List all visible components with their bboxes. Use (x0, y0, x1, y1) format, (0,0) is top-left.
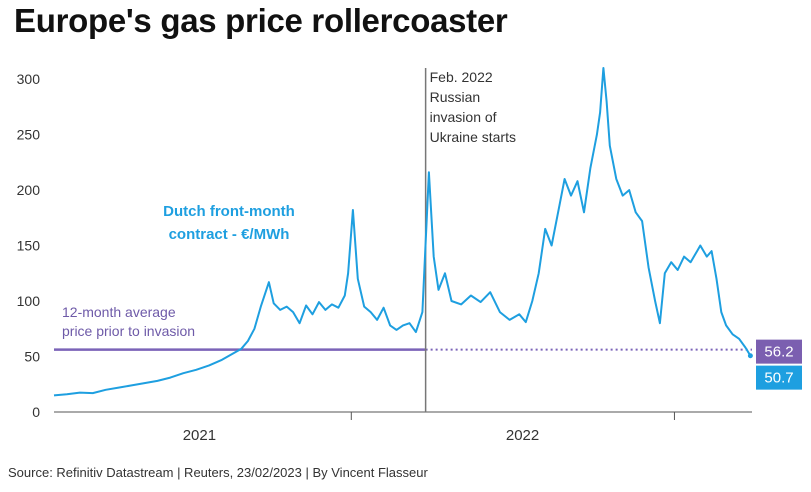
chart-title: Europe's gas price rollercoaster (14, 2, 508, 39)
average-value-label: 56.2 (764, 344, 793, 361)
event-annotation: Feb. 2022 Russian invasion of Ukraine start… (424, 68, 516, 412)
average-label: price prior to invasion (62, 323, 195, 339)
y-tick-label: 50 (24, 349, 40, 365)
reference-line-group: 12-month average price prior to invasion (54, 304, 752, 351)
series-label: Dutch front-month (163, 203, 295, 220)
x-tick-label: 2022 (506, 427, 539, 444)
average-label: 12-month average (62, 304, 176, 320)
last-value-badge (756, 365, 802, 390)
y-tick-label: 250 (17, 127, 41, 143)
average-value-badge (756, 339, 802, 364)
y-axis: 0 50 100 150 200 250 300 (17, 71, 41, 420)
y-tick-label: 0 (32, 404, 40, 420)
series-end-point (747, 353, 753, 359)
y-tick-label: 200 (17, 182, 41, 198)
labels-group: Dutch front-month contract - €/MWh 56.2 50.… (163, 203, 802, 390)
last-value-label: 50.7 (764, 370, 793, 387)
y-tick-label: 100 (17, 293, 41, 309)
series-label: contract - €/MWh (169, 226, 290, 243)
series-group (53, 67, 753, 397)
invasion-label: Feb. 2022 (430, 69, 493, 85)
x-axis: 2021 2022 (54, 411, 752, 444)
y-tick-label: 150 (17, 238, 41, 254)
series-line (53, 67, 752, 397)
invasion-label: Ukraine starts (430, 129, 516, 145)
invasion-label: invasion of (430, 109, 497, 125)
invasion-label: Russian (430, 89, 481, 105)
source-note: Source: Refinitiv Datastream | Reuters, … (8, 465, 428, 480)
x-tick-label: 2021 (183, 427, 216, 444)
y-tick-label: 300 (17, 71, 41, 87)
chart: 0 50 100 150 200 250 300 2021 2022 12-month ave… (17, 67, 802, 444)
